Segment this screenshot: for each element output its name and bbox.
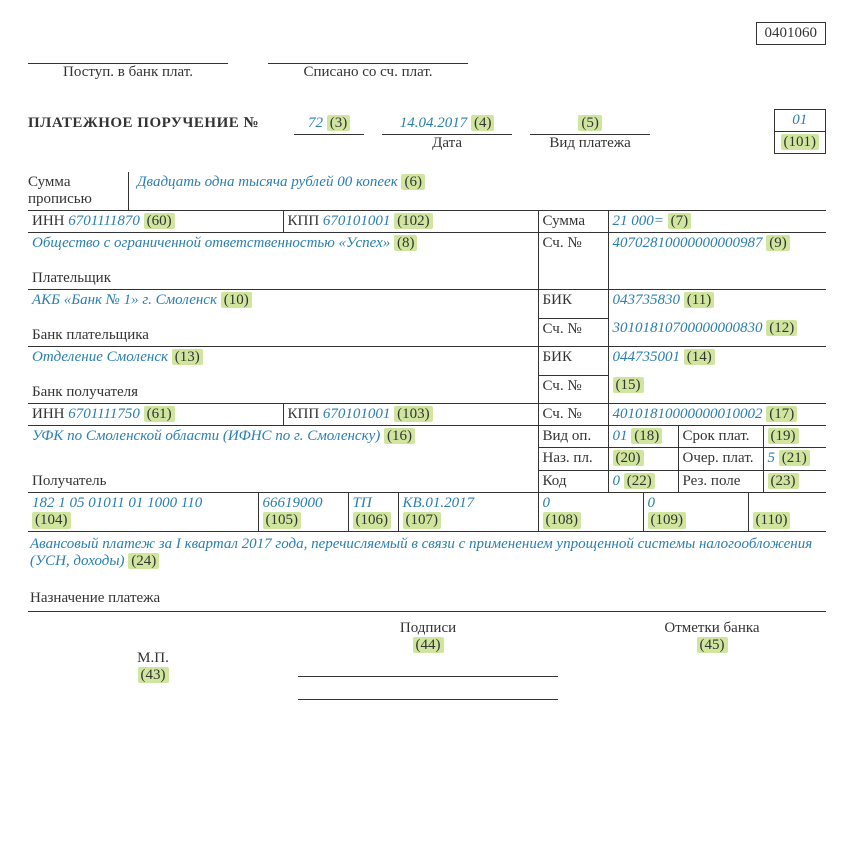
main-form-table: ИНН 6701111870 (60) КПП 670101001 (102) … (28, 211, 826, 426)
code-105: 66619000(105) (258, 493, 348, 531)
code-107: КВ.01.2017(107) (398, 493, 538, 531)
vid-platezha-cell: (5) Вид платежа (530, 109, 650, 152)
payee-row-table: УФК по Смоленской области (ИФНС по г. См… (28, 426, 826, 493)
code-104: 182 1 05 01011 01 1000 110(104) (28, 493, 258, 531)
payee-sch-label: Сч. № (538, 404, 608, 426)
payee-bank-name: Отделение Смоленск (13) Банк получателя (28, 347, 538, 404)
ocher-plat-label: Очер. плат. (678, 448, 763, 470)
postup-line: Поступ. в банк плат. (28, 49, 228, 81)
vid-op-label: Вид оп. (538, 426, 608, 448)
summa-label: Сумма (538, 211, 608, 233)
payee-bank-sch-ref: (15) (608, 375, 826, 404)
payer-sch-value: 40702810000000000987 (9) (608, 233, 826, 290)
sum-words-value: Двадцать одна тысяча рублей 00 копеек (6… (129, 172, 826, 210)
form-code-box: 0401060 (756, 22, 827, 45)
code-106: ТП(106) (348, 493, 398, 531)
podpisi-block: Подписи (44) (298, 620, 558, 700)
payer-bank-bik: 043735830 (11) (608, 290, 826, 319)
payer-kpp: КПП 670101001 (102) (283, 211, 538, 233)
payer-bank-bik-label: БИК (538, 290, 608, 319)
ocher-plat: 5 (21) (763, 448, 826, 470)
srok-plat-label: Срок плат. (678, 426, 763, 448)
payee-sch: 40101810000000010002 (17) (608, 404, 826, 426)
payer-name-cell: Общество с ограниченной ответственностью… (28, 233, 538, 290)
code-110: (110) (748, 493, 826, 531)
summa-value: 21 000= (7) (608, 211, 826, 233)
sum-words-label: Сумма прописью (28, 172, 129, 210)
payer-bank-sch: 30101810700000000830 (12) (608, 318, 826, 347)
payee-bank-bik: 044735001 (14) (608, 347, 826, 376)
mp-block: М.П. (43) (28, 620, 278, 684)
payer-bank-name: АКБ «Банк № 1» г. Смоленск (10) Банк пла… (28, 290, 538, 347)
kod: 0 (22) (608, 470, 678, 492)
payee-bank-bik-label: БИК (538, 347, 608, 376)
rez-pole: (23) (763, 470, 826, 492)
purpose: Авансовый платеж за I квартал 2017 года,… (28, 531, 826, 612)
payer-bank-sch-label: Сч. № (538, 318, 608, 347)
box-101: 01 (101) (774, 109, 827, 154)
code-108: 0(108) (538, 493, 643, 531)
payee-inn: ИНН 6701111750 (61) (28, 404, 283, 426)
date-cell: 14.04.2017 (4) Дата (382, 109, 512, 152)
number-cell: 72 (3) (294, 109, 364, 135)
payee-kpp: КПП 670101001 (103) (283, 404, 538, 426)
payee-name: УФК по Смоленской области (ИФНС по г. См… (28, 426, 538, 493)
rez-pole-label: Рез. поле (678, 470, 763, 492)
kod-label: Код (538, 470, 608, 492)
naz-pl: (20) (608, 448, 678, 470)
naz-pl-label: Наз. пл. (538, 448, 608, 470)
payee-bank-sch-label: Сч. № (538, 375, 608, 404)
payer-inn: ИНН 6701111870 (60) (28, 211, 283, 233)
srok-plat: (19) (763, 426, 826, 448)
document-title: ПЛАТЕЖНОЕ ПОРУЧЕНИЕ № (28, 109, 259, 132)
otmetki-block: Отметки банка (45) (598, 620, 826, 654)
vid-op: 01 (18) (608, 426, 678, 448)
payer-sch-label: Сч. № (538, 233, 608, 290)
spisano-line: Списано со сч. плат. (268, 49, 468, 81)
codes-row-table: 182 1 05 01011 01 1000 110(104) 66619000… (28, 493, 826, 531)
code-109: 0(109) (643, 493, 748, 531)
